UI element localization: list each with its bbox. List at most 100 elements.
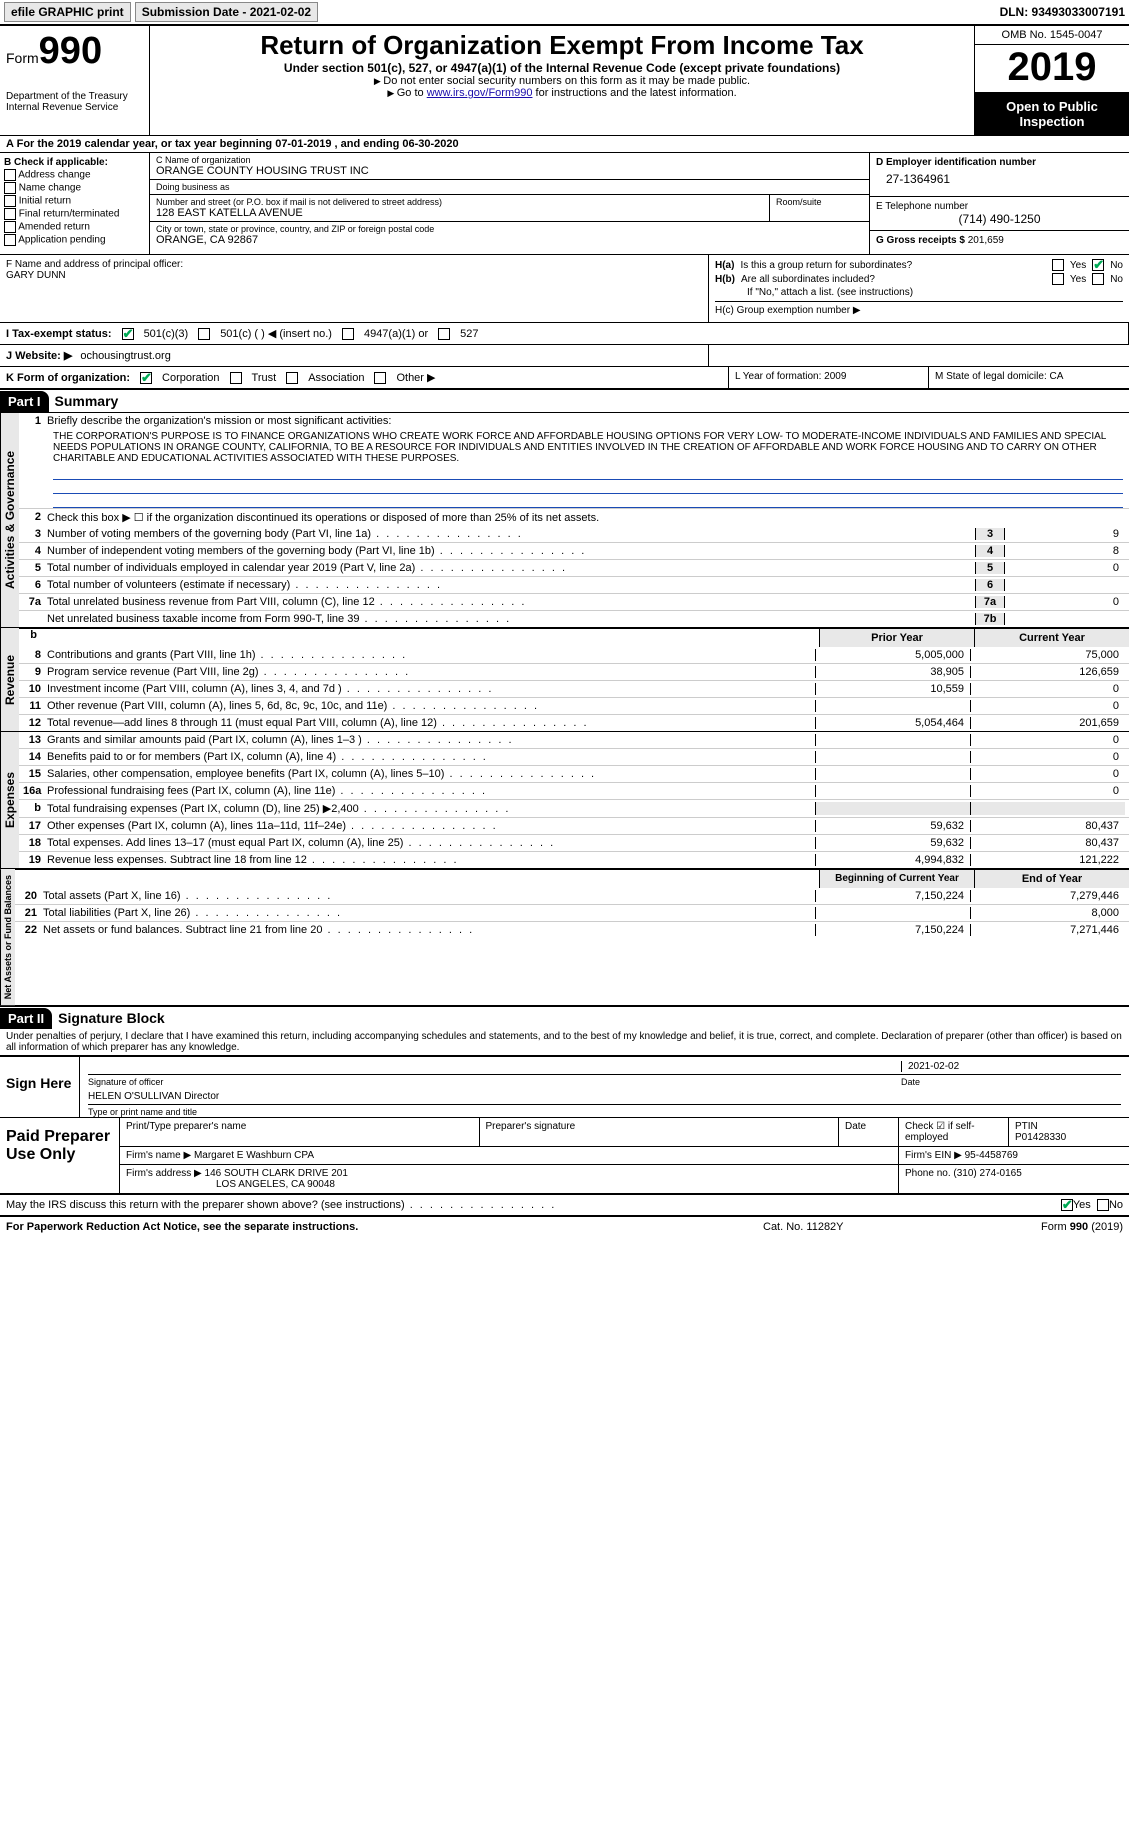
chk-501c[interactable] (198, 328, 210, 340)
declaration: Under penalties of perjury, I declare th… (0, 1029, 1129, 1055)
may-yes[interactable] (1061, 1199, 1073, 1211)
chk-app-pending[interactable] (4, 234, 16, 246)
hb-no[interactable] (1092, 273, 1104, 285)
sign-here-label: Sign Here (0, 1057, 80, 1117)
form-990-page: efile GRAPHIC print Submission Date - 20… (0, 0, 1129, 1237)
part2-title: Signature Block (52, 1007, 171, 1029)
form-subtitle: Under section 501(c), 527, or 4947(a)(1)… (156, 61, 968, 75)
firm-address: 146 SOUTH CLARK DRIVE 201 (205, 1168, 348, 1179)
line-22: 22 Net assets or fund balances. Subtract… (15, 921, 1129, 938)
row-k: K Form of organization: Corporation Trus… (0, 367, 729, 388)
line-8: 8 Contributions and grants (Part VIII, l… (19, 647, 1129, 663)
topbar: efile GRAPHIC print Submission Date - 20… (0, 0, 1129, 24)
part1-title: Summary (49, 390, 125, 412)
line-19: 19 Revenue less expenses. Subtract line … (19, 851, 1129, 868)
dln-text: DLN: 93493033007191 (1000, 5, 1125, 19)
open-inspection: Open to Public Inspection (975, 93, 1129, 135)
chk-527[interactable] (438, 328, 450, 340)
ptin: P01428330 (1015, 1132, 1123, 1143)
part1-header: Part I (0, 391, 49, 412)
ssn-note: Do not enter social security numbers on … (156, 75, 968, 87)
tab-expenses: Expenses (0, 732, 19, 868)
row-m: M State of legal domicile: CA (929, 367, 1129, 388)
chk-amended[interactable] (4, 221, 16, 233)
line-13: 13 Grants and similar amounts paid (Part… (19, 732, 1129, 748)
website: ochousingtrust.org (80, 350, 171, 362)
line-b: b Total fundraising expenses (Part IX, c… (19, 799, 1129, 817)
line-12: 12 Total revenue—add lines 8 through 11 … (19, 714, 1129, 731)
cat-no: Cat. No. 11282Y (763, 1221, 943, 1233)
form-number: Form990 (6, 30, 143, 73)
box-b: B Check if applicable: Address change Na… (0, 153, 150, 254)
chk-corp[interactable] (140, 372, 152, 384)
form-footer: Form 990 (2019) (943, 1221, 1123, 1233)
irs-link[interactable]: www.irs.gov/Form990 (427, 87, 533, 99)
hc-cell (709, 345, 1129, 366)
line-10: 10 Investment income (Part VIII, column … (19, 680, 1129, 697)
paperwork-notice: For Paperwork Reduction Act Notice, see … (6, 1221, 763, 1233)
part2-header: Part II (0, 1008, 52, 1029)
row-l: L Year of formation: 2009 (729, 367, 929, 388)
officer-name: GARY DUNN (6, 270, 702, 281)
box-de: D Employer identification number 27-1364… (869, 153, 1129, 254)
city: ORANGE, CA 92867 (156, 234, 863, 246)
box-c: C Name of organization ORANGE COUNTY HOU… (150, 153, 869, 254)
line-16a: 16a Professional fundraising fees (Part … (19, 782, 1129, 799)
box-h: H(a)H(a) Is this a group return for subo… (709, 255, 1129, 322)
line-17: 17 Other expenses (Part IX, column (A), … (19, 817, 1129, 834)
chk-address-change[interactable] (4, 169, 16, 181)
may-discuss: May the IRS discuss this return with the… (6, 1199, 1061, 1211)
gov-line-7a: 7a Total unrelated business revenue from… (19, 593, 1129, 610)
line-a-period: A For the 2019 calendar year, or tax yea… (0, 136, 1129, 152)
tab-governance: Activities & Governance (0, 413, 19, 627)
line-18: 18 Total expenses. Add lines 13–17 (must… (19, 834, 1129, 851)
paid-preparer-label: Paid Preparer Use Only (0, 1118, 120, 1193)
gov-line-5: 5 Total number of individuals employed i… (19, 559, 1129, 576)
street: 128 EAST KATELLA AVENUE (156, 207, 763, 219)
chk-name-change[interactable] (4, 182, 16, 194)
gov-line-: Net unrelated business taxable income fr… (19, 610, 1129, 627)
form-title: Return of Organization Exempt From Incom… (156, 30, 968, 61)
chk-4947[interactable] (342, 328, 354, 340)
row-i: I Tax-exempt status: 501(c)(3) 501(c) ( … (0, 323, 1129, 344)
firm-ein: 95-4458769 (965, 1150, 1018, 1161)
line-9: 9 Program service revenue (Part VIII, li… (19, 663, 1129, 680)
firm-phone: (310) 274-0165 (953, 1168, 1021, 1179)
gov-line-3: 3 Number of voting members of the govern… (19, 526, 1129, 542)
phone: (714) 490-1250 (876, 212, 1123, 226)
row-j: J Website: ▶ ochousingtrust.org (0, 345, 709, 366)
may-no[interactable] (1097, 1199, 1109, 1211)
gov-line-6: 6 Total number of volunteers (estimate i… (19, 576, 1129, 593)
line-15: 15 Salaries, other compensation, employe… (19, 765, 1129, 782)
tab-revenue: Revenue (0, 628, 19, 731)
tab-net-assets: Net Assets or Fund Balances (0, 869, 15, 1005)
dept-text: Department of the Treasury Internal Reve… (6, 91, 143, 113)
mission-text: THE CORPORATION'S PURPOSE IS TO FINANCE … (19, 429, 1129, 466)
efile-print-button[interactable]: efile GRAPHIC print (4, 2, 131, 22)
box-f: F Name and address of principal officer:… (0, 255, 709, 322)
sign-date: 2021-02-02 (901, 1061, 1121, 1072)
submission-date-box: Submission Date - 2021-02-02 (135, 2, 318, 22)
chk-assoc[interactable] (286, 372, 298, 384)
org-name: ORANGE COUNTY HOUSING TRUST INC (156, 165, 863, 177)
goto-note: Go to www.irs.gov/Form990 for instructio… (156, 87, 968, 99)
form-header: Form990 Department of the Treasury Inter… (0, 26, 1129, 136)
line-11: 11 Other revenue (Part VIII, column (A),… (19, 697, 1129, 714)
chk-initial-return[interactable] (4, 195, 16, 207)
firm-name: Margaret E Washburn CPA (194, 1150, 314, 1161)
omb-number: OMB No. 1545-0047 (975, 26, 1129, 45)
tax-year: 2019 (975, 45, 1129, 93)
officer-name-title: HELEN O'SULLIVAN Director (88, 1091, 1121, 1102)
chk-other[interactable] (374, 372, 386, 384)
ha-no[interactable] (1092, 259, 1104, 271)
chk-final-return[interactable] (4, 208, 16, 220)
gov-line-4: 4 Number of independent voting members o… (19, 542, 1129, 559)
line-20: 20 Total assets (Part X, line 16) 7,150,… (15, 888, 1129, 904)
gross-receipts: 201,659 (968, 235, 1004, 246)
ein: 27-1364961 (886, 172, 1123, 186)
chk-trust[interactable] (230, 372, 242, 384)
ha-yes[interactable] (1052, 259, 1064, 271)
line-21: 21 Total liabilities (Part X, line 26) 8… (15, 904, 1129, 921)
hb-yes[interactable] (1052, 273, 1064, 285)
chk-501c3[interactable] (122, 328, 134, 340)
